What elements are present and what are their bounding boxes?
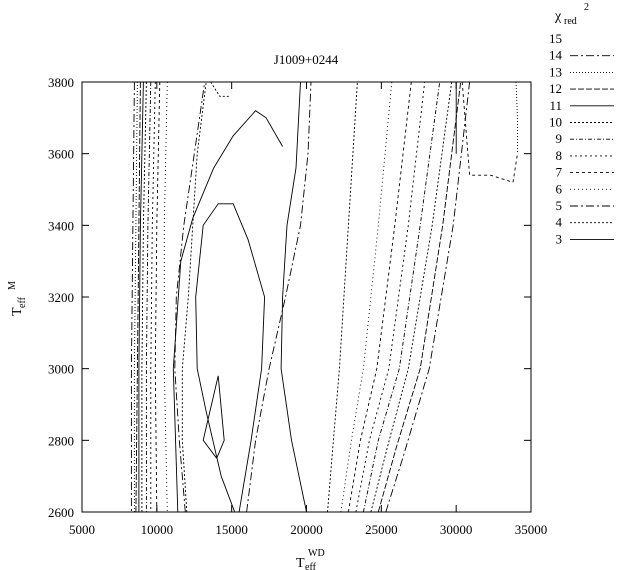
contour-level-8-line-1 bbox=[355, 81, 426, 513]
contour-level-14-line-0 bbox=[130, 81, 135, 512]
legend-label: 8 bbox=[556, 148, 563, 163]
y-axis-label-main: T bbox=[10, 307, 25, 316]
x-tick-label: 35000 bbox=[515, 522, 548, 537]
y-tick-label: 3800 bbox=[48, 75, 74, 90]
contour-level-3-line-3 bbox=[172, 110, 283, 513]
legend-title-sup: 2 bbox=[584, 2, 589, 13]
contour-level-13-line-1 bbox=[515, 81, 518, 154]
y-axis-label-sup: M bbox=[7, 281, 18, 290]
y-axis-label: T eff M bbox=[7, 281, 28, 316]
contour-level-3-line-0 bbox=[202, 375, 225, 459]
legend-label: 9 bbox=[556, 131, 563, 146]
x-tick-label: 15000 bbox=[215, 522, 248, 537]
contour-level-9-line-1 bbox=[362, 81, 441, 513]
contour-level-4-line-1 bbox=[210, 81, 231, 97]
y-tick-label: 2600 bbox=[48, 505, 74, 520]
legend-label: 5 bbox=[556, 198, 563, 213]
legend-label: 11 bbox=[549, 98, 562, 113]
x-tick-label: 25000 bbox=[365, 522, 398, 537]
y-axis: 2600 2800 3000 3200 3400 3600 3800 bbox=[48, 75, 531, 520]
x-tick-label: 10000 bbox=[141, 522, 174, 537]
contour-level-10-line-1 bbox=[370, 81, 453, 513]
x-tick-label: 30000 bbox=[440, 522, 473, 537]
contour-level-7-line-1 bbox=[461, 81, 518, 183]
legend-label: 14 bbox=[549, 48, 563, 63]
legend-label: 15 bbox=[549, 31, 562, 46]
contour-lines bbox=[130, 81, 518, 513]
x-axis-label: T eff WD bbox=[296, 548, 325, 570]
y-tick-label: 3400 bbox=[48, 218, 74, 233]
y-axis-label-sub: eff bbox=[17, 296, 28, 308]
x-axis: 5000 10000 15000 20000 25000 30000 35000 bbox=[69, 82, 547, 537]
y-tick-label: 3000 bbox=[48, 362, 74, 377]
legend-label: 13 bbox=[549, 64, 562, 79]
contour-level-5-line-0 bbox=[246, 81, 312, 513]
legend-label: 4 bbox=[556, 215, 563, 230]
contour-level-7-line-2 bbox=[347, 81, 412, 513]
legend-label: 10 bbox=[549, 115, 562, 130]
legend-title: χ red 2 bbox=[554, 2, 589, 27]
x-tick-label: 20000 bbox=[290, 522, 323, 537]
contour-level-14-line-1 bbox=[385, 81, 471, 513]
contour-level-11-line-0 bbox=[138, 81, 144, 512]
x-axis-label-main: T bbox=[296, 556, 305, 570]
legend-label: 7 bbox=[556, 165, 563, 180]
contour-level-10-line-0 bbox=[141, 81, 147, 512]
x-axis-label-sub: eff bbox=[305, 562, 317, 570]
y-tick-label: 3200 bbox=[48, 290, 74, 305]
legend-label: 6 bbox=[556, 181, 563, 196]
y-tick-label: 3600 bbox=[48, 147, 74, 162]
contour-level-5-line-1 bbox=[174, 81, 206, 513]
x-axis-label-sup: WD bbox=[308, 548, 325, 559]
contour-level-3-line-1 bbox=[280, 81, 307, 513]
y-tick-label: 2800 bbox=[48, 433, 74, 448]
contour-level-7-line-0 bbox=[154, 81, 161, 513]
contour-level-6-line-0 bbox=[163, 81, 168, 513]
contour-level-4-line-0 bbox=[327, 81, 358, 513]
contour-level-4-line-2 bbox=[181, 81, 207, 513]
legend-title-sub: red bbox=[564, 16, 577, 27]
legend-title-main: χ bbox=[554, 9, 562, 24]
contour-level-3-line-2 bbox=[195, 203, 266, 513]
legend-label: 3 bbox=[556, 231, 563, 246]
contour-level-8-line-0 bbox=[150, 81, 156, 512]
contour-level-6-line-1 bbox=[340, 81, 393, 513]
contour-level-9-line-0 bbox=[145, 81, 152, 512]
x-tick-label: 5000 bbox=[69, 522, 95, 537]
chart-title: J1009+0244 bbox=[274, 52, 339, 67]
contour-level-12-line-1 bbox=[377, 81, 462, 513]
legend-label: 12 bbox=[549, 81, 562, 96]
